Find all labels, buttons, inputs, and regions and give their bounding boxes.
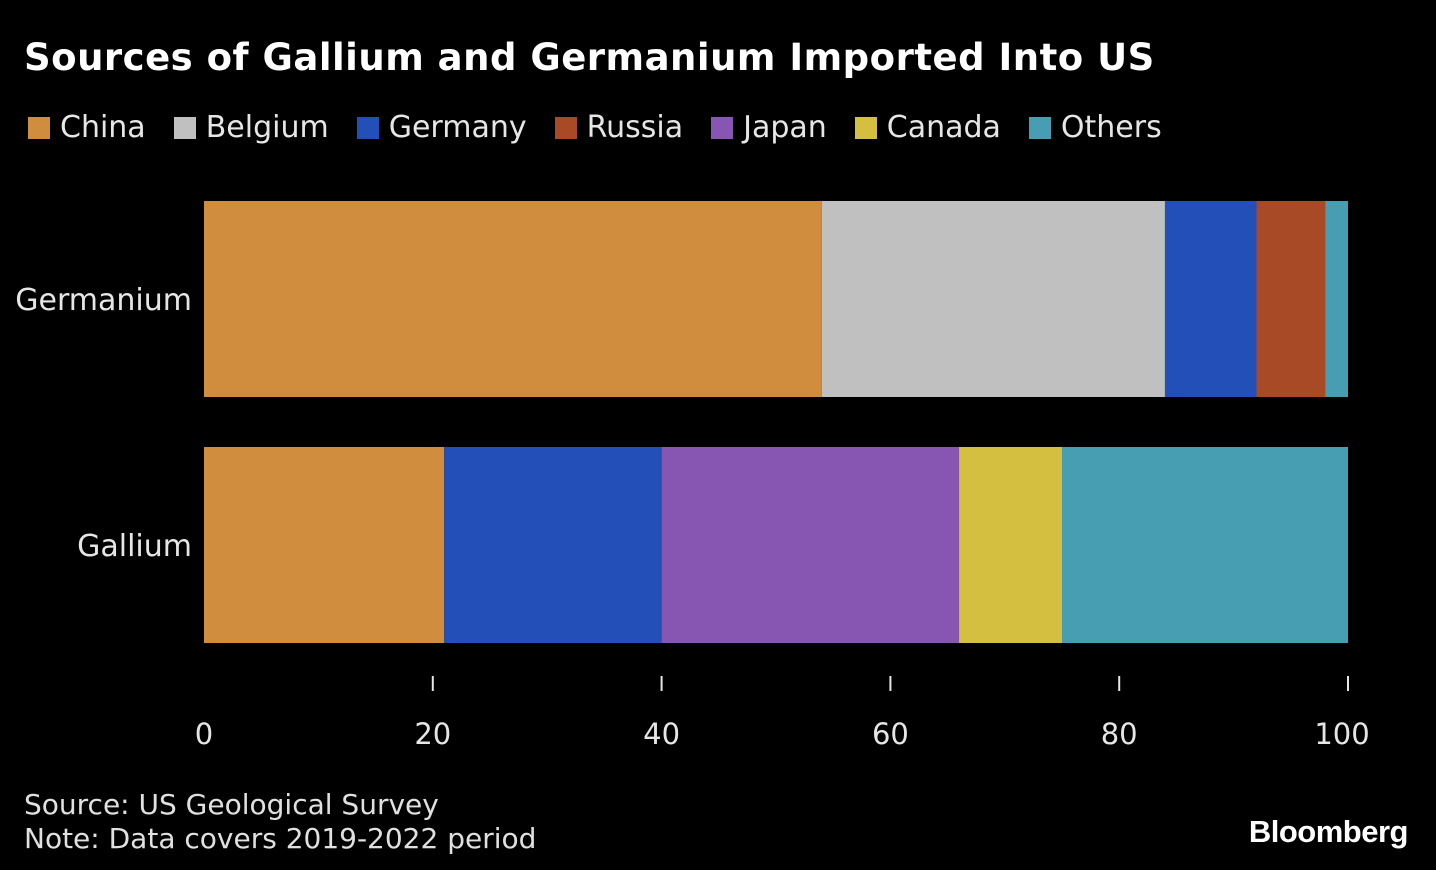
bar-gallium-others [1062, 447, 1348, 643]
legend-swatch [356, 116, 379, 139]
legend-swatch [554, 116, 577, 139]
bar-gallium-canada [959, 447, 1062, 643]
bloomberg-logo: Bloomberg [1248, 814, 1409, 849]
legend-label: Japan [743, 110, 827, 145]
x-tick-label: 80 [1101, 717, 1138, 751]
x-tick-label: 60 [872, 717, 909, 751]
legend-item-china: China [28, 110, 146, 145]
bar-germanium-germany [1164, 201, 1257, 397]
data-note: Note: Data covers 2019-2022 period [24, 822, 537, 855]
bar-germanium-others [1325, 201, 1348, 397]
x-tick-label: 100 [1314, 717, 1369, 751]
x-tick-label: 0 [195, 717, 213, 751]
legend-swatch [711, 116, 734, 139]
legend-label: Russia [586, 110, 684, 145]
category-label: Gallium [77, 529, 192, 564]
legend-swatch [854, 116, 877, 139]
x-tick-label: 40 [643, 717, 680, 751]
legend-item-russia: Russia [554, 110, 684, 145]
legend-label: Canada [886, 110, 1001, 145]
source-note: Source: US Geological Survey [24, 788, 439, 821]
bar-gallium-japan [661, 447, 960, 643]
legend-label: Belgium [205, 110, 329, 145]
bar-gallium-germany [444, 447, 662, 643]
legend-item-japan: Japan [711, 110, 827, 145]
legend-swatch [173, 116, 196, 139]
bar-germanium-belgium [821, 201, 1165, 397]
x-tick-label: 20 [414, 717, 451, 751]
legend-label: China [60, 110, 146, 145]
chart-legend: China Belgium Germany Russia Japan Canada Othe… [28, 110, 1190, 145]
legend-item-canada: Canada [854, 110, 1001, 145]
category-label: Germanium [15, 283, 192, 318]
legend-item-others: Others [1028, 110, 1162, 145]
legend-swatch [1028, 116, 1051, 139]
chart-title: Sources of Gallium and Germanium Importe… [24, 36, 1155, 79]
legend-label: Others [1060, 110, 1162, 145]
legend-label: Germany [388, 110, 527, 145]
legend-swatch [28, 116, 50, 139]
bar-gallium-china [204, 447, 445, 643]
bar-germanium-china [204, 201, 822, 397]
bar-germanium-russia [1256, 201, 1326, 397]
legend-item-germany: Germany [356, 110, 527, 145]
legend-item-belgium: Belgium [173, 110, 329, 145]
